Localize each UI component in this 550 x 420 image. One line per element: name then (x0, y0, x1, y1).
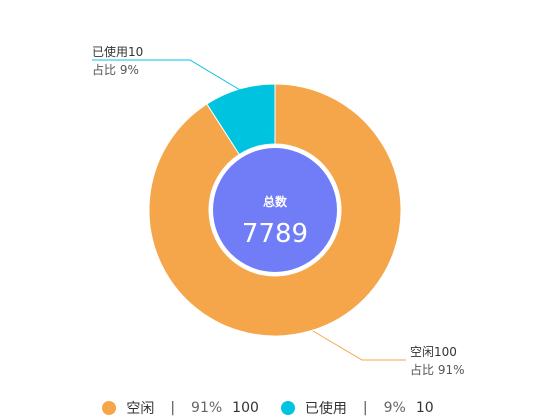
legend: 空闲 | 91% 100 已使用 | 9% 10 (0, 396, 550, 420)
legend-value: 10 (415, 400, 434, 416)
legend-item-used[interactable]: 已使用 | 9% 10 (280, 398, 448, 418)
legend-separator: | (170, 400, 176, 416)
center-title: 总数 (263, 194, 288, 209)
center-total-value: 7789 (242, 219, 308, 249)
legend-separator: | (362, 400, 368, 416)
label-idle-value: 空闲100 (410, 345, 457, 359)
legend-name: 空闲 (126, 401, 155, 417)
legend-item-idle[interactable]: 空闲 | 91% 100 (102, 398, 273, 418)
label-idle-leader-line (312, 330, 406, 361)
legend-dot-icon (280, 401, 295, 415)
legend-percent: 91% (191, 400, 223, 416)
label-used-percent: 占比 9% (92, 62, 139, 77)
label-used-leader-line (92, 59, 241, 91)
label-used-value: 已使用10 (92, 44, 143, 59)
slice-idle[interactable] (148, 83, 402, 337)
legend-name: 已使用 (304, 401, 347, 417)
label-idle-percent: 占比 91% (410, 362, 465, 377)
legend-dot-icon (102, 401, 117, 415)
slice-used[interactable] (206, 83, 276, 156)
legend-percent: 9% (383, 400, 406, 416)
legend-value: 100 (232, 400, 259, 416)
center-total-circle (213, 148, 337, 272)
